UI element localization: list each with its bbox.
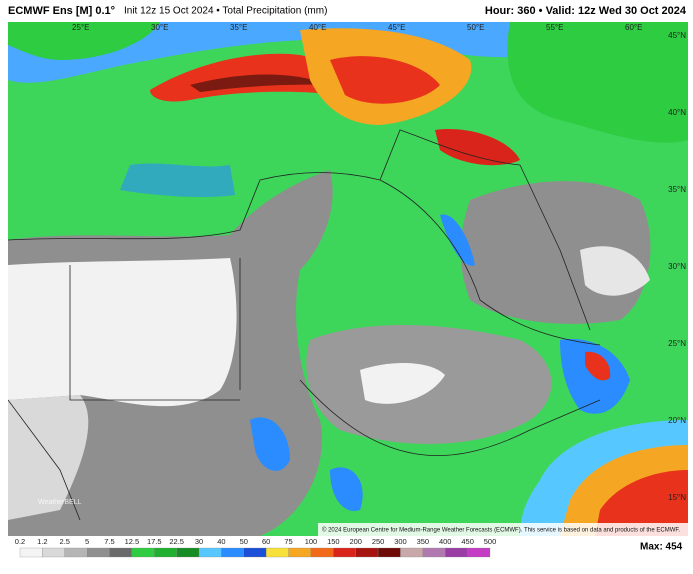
lat-label: 30°N <box>668 262 686 271</box>
map <box>8 22 688 536</box>
precip-red <box>595 470 688 536</box>
colorbar: 0.2 1.2 2.5 5 7.5 12.5 17.5 22.5 30 40 50 60 75 100 15… <box>15 537 497 558</box>
colorbar-cell <box>64 547 88 558</box>
copyright: © 2024 European Centre for Medium-Range … <box>322 527 680 534</box>
colorbar-cell <box>109 547 133 558</box>
title: ECMWF Ens [M] 0.1° <box>8 5 115 17</box>
lat-label: 20°N <box>668 416 686 425</box>
valid-time: Hour: 360 • Valid: 12z Wed 30 Oct 2024 <box>485 5 687 17</box>
colorbar-label: 12.5 <box>125 537 140 546</box>
colorbar-cell <box>310 547 334 558</box>
lon-labels: 25°E 30°E 35°E 40°E 45°E 50°E 55°E 60°E <box>72 23 642 32</box>
colorbar-cell <box>131 547 155 558</box>
colorbar-cell <box>86 547 110 558</box>
colorbar-cell <box>445 547 468 558</box>
precip-blue <box>250 417 290 471</box>
colorbar-label: 100 <box>305 537 318 546</box>
lat-label: 25°N <box>668 339 686 348</box>
colorbar-cell <box>243 547 267 558</box>
precip-blue <box>120 163 235 198</box>
colorbar-cell <box>400 547 424 558</box>
precip-blue <box>330 467 363 511</box>
precip-blue <box>440 214 475 266</box>
subtitle: Init 12z 15 Oct 2024 • Total Precipitati… <box>124 6 327 17</box>
copyright-box <box>318 523 688 536</box>
lon-label: 45°E <box>388 23 405 32</box>
lat-label: 35°N <box>668 185 686 194</box>
colorbar-cell <box>154 547 177 558</box>
lon-label: 40°E <box>309 23 326 32</box>
lat-label: 15°N <box>668 493 686 502</box>
colorbar-cell <box>288 547 312 558</box>
colorbar-cell <box>266 547 289 558</box>
colorbar-label: 40 <box>217 537 225 546</box>
colorbar-label: 0.2 <box>15 537 25 546</box>
lon-label: 55°E <box>546 23 563 32</box>
colorbar-label: 300 <box>394 537 407 546</box>
lon-label: 35°E <box>230 23 247 32</box>
precip-none <box>8 258 237 407</box>
colorbar-label: 1.2 <box>37 537 47 546</box>
colorbar-label: 250 <box>372 537 385 546</box>
colorbar-label: 400 <box>439 537 452 546</box>
colorbar-cell <box>19 547 43 558</box>
colorbar-label: 50 <box>240 537 248 546</box>
colorbar-label: 2.5 <box>60 537 70 546</box>
colorbar-cell <box>422 547 446 558</box>
colorbar-cell <box>377 547 401 558</box>
colorbar-label: 450 <box>461 537 474 546</box>
colorbar-cell <box>467 547 491 558</box>
colorbar-cell <box>176 547 200 558</box>
colorbar-cell <box>198 547 222 558</box>
lat-label: 45°N <box>668 31 686 40</box>
colorbar-cell <box>221 547 244 558</box>
lon-label: 25°E <box>72 23 89 32</box>
colorbar-label: 75 <box>284 537 292 546</box>
lon-label: 30°E <box>151 23 168 32</box>
precip-green <box>507 22 688 143</box>
precip-red <box>435 129 520 166</box>
colorbar-label: 22.5 <box>169 537 184 546</box>
logo: WeatherBELL <box>38 499 82 506</box>
precip-red <box>585 351 611 381</box>
colorbar-label: 350 <box>417 537 430 546</box>
colorbar-label: 5 <box>85 537 89 546</box>
colorbar-cell <box>42 547 65 558</box>
precip-none <box>360 363 445 404</box>
precip-lightgray <box>8 395 89 520</box>
colorbar-cell <box>355 547 379 558</box>
lon-label: 50°E <box>467 23 484 32</box>
lat-labels: 45°N 40°N 35°N 30°N 25°N 20°N 15°N <box>668 31 686 502</box>
precip-darkred <box>190 74 330 92</box>
max-value: Max: 454 <box>640 542 683 553</box>
colorbar-label: 17.5 <box>147 537 162 546</box>
precip-green <box>8 22 160 60</box>
colorbar-label: 200 <box>349 537 362 546</box>
colorbar-label: 150 <box>327 537 340 546</box>
lat-label: 40°N <box>668 108 686 117</box>
colorbar-label: 7.5 <box>104 537 114 546</box>
lon-label: 60°E <box>625 23 642 32</box>
colorbar-label: 60 <box>262 537 270 546</box>
colorbar-label: 500 <box>484 537 497 546</box>
precip-red <box>330 56 440 104</box>
borders <box>8 129 601 521</box>
precip-none <box>580 246 650 296</box>
colorbar-label: 30 <box>195 537 203 546</box>
colorbar-cell <box>333 547 356 558</box>
